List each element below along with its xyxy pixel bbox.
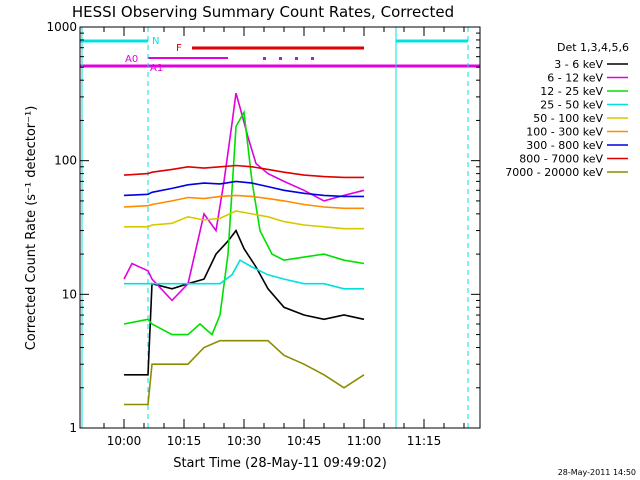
attenuator-dot	[295, 57, 298, 60]
y-tick-label: 1000	[46, 20, 77, 34]
x-axis: 10:00 10:15 10:30 10:45 11:00 11:15	[103, 27, 465, 448]
legend-label: 12 - 25 keV	[540, 85, 603, 98]
legend-label: 25 - 50 keV	[540, 99, 603, 112]
legend-title: Det 1,3,4,5,6	[557, 41, 629, 54]
plot-frame	[79, 26, 481, 429]
x-tick-label: 10:30	[227, 434, 262, 448]
x-tick-label: 11:15	[407, 434, 442, 448]
y-axis-label: Corrected Count Rate (s⁻¹ detector⁻¹)	[24, 106, 39, 351]
series-line	[124, 259, 364, 290]
plot-content: N F A0 A1	[80, 27, 480, 428]
x-tick-label: 10:45	[287, 434, 322, 448]
x-tick-label: 10:15	[167, 434, 202, 448]
attenuator-dot	[263, 57, 266, 60]
series-line	[123, 194, 364, 210]
annotation-label: N	[152, 36, 159, 47]
legend-label: 6 - 12 keV	[547, 72, 603, 85]
series-line	[123, 109, 365, 336]
x-tick-label: 11:00	[347, 434, 382, 448]
series-line	[123, 92, 365, 302]
attenuator-dot	[279, 57, 282, 60]
series-line	[123, 164, 364, 179]
annotation-label: A1	[150, 63, 163, 74]
chart-title: HESSI Observing Summary Count Rates, Cor…	[72, 3, 454, 21]
y-tick-label: 100	[54, 154, 77, 168]
series-line	[124, 339, 365, 406]
y-axis: 1 10 100 1000	[46, 20, 480, 435]
legend-label: 3 - 6 keV	[554, 58, 603, 71]
legend-label: 7000 - 20000 keV	[505, 166, 603, 179]
x-tick-label: 10:00	[107, 434, 142, 448]
annotation-label: A0	[125, 54, 138, 65]
y-tick-label: 10	[62, 287, 77, 301]
attenuator-dot	[311, 57, 314, 60]
legend-label: 300 - 800 keV	[526, 139, 603, 152]
legend-label: 800 - 7000 keV	[519, 153, 603, 166]
series-line	[124, 229, 365, 376]
series-line	[123, 180, 364, 198]
x-axis-label: Start Time (28-May-11 09:49:02)	[173, 456, 387, 471]
series-line	[124, 210, 364, 230]
timestamp: 28-May-2011 14:50	[558, 468, 636, 477]
legend-label: 50 - 100 keV	[533, 112, 603, 125]
legend-label: 100 - 300 keV	[526, 126, 603, 139]
y-tick-label: 1	[69, 421, 77, 435]
annotation-label: F	[176, 43, 182, 54]
